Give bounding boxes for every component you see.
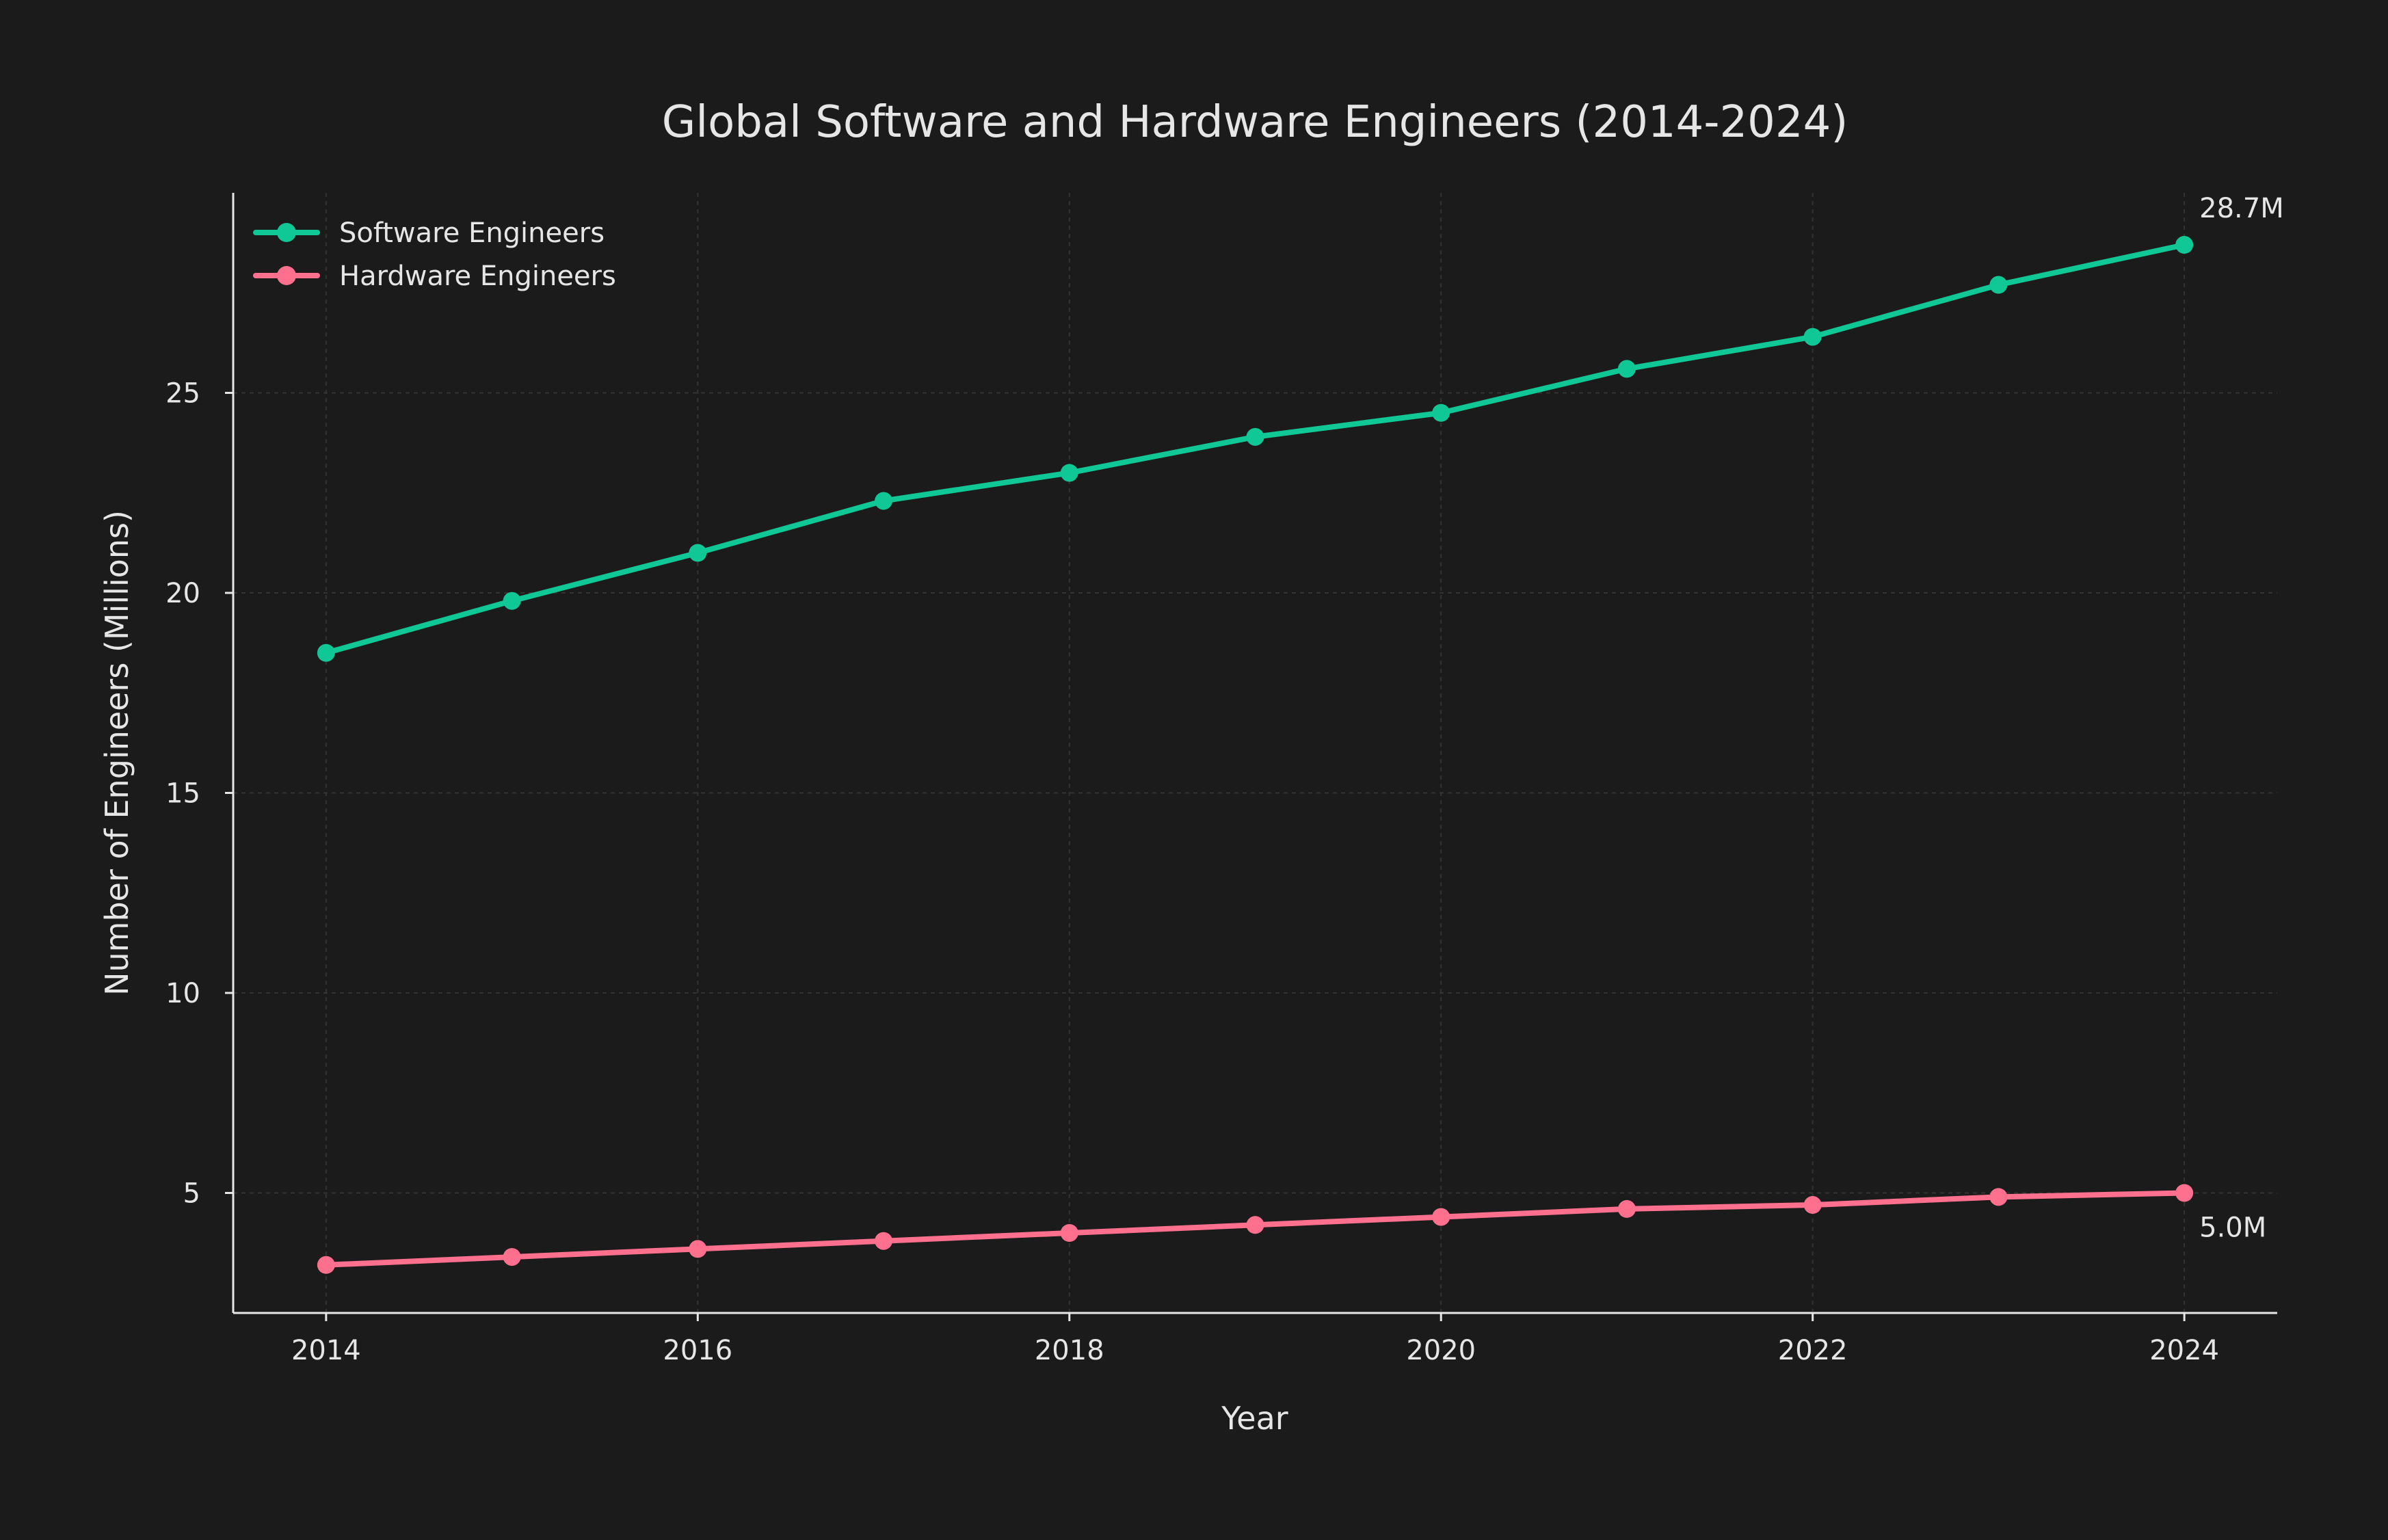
data-point-hardware-engineers xyxy=(317,1256,335,1274)
data-point-hardware-engineers xyxy=(1432,1208,1450,1226)
data-point-hardware-engineers xyxy=(1617,1199,1636,1218)
x-tick-label: 2018 xyxy=(1035,1335,1104,1366)
x-tick-label: 2016 xyxy=(663,1335,732,1366)
x-tick-label: 2020 xyxy=(1406,1335,1476,1366)
grid-layer xyxy=(233,193,2277,1313)
data-point-software-engineers xyxy=(503,592,521,610)
x-tick-label: 2024 xyxy=(2149,1335,2219,1366)
data-point-hardware-engineers xyxy=(1989,1188,2008,1206)
data-point-software-engineers xyxy=(689,544,707,562)
legend-marker-hardware xyxy=(277,266,296,285)
y-tick-label: 25 xyxy=(165,378,200,410)
data-point-software-engineers xyxy=(2175,236,2194,254)
data-point-software-engineers xyxy=(1803,328,1822,346)
data-point-software-engineers xyxy=(1989,276,2008,294)
data-point-software-engineers xyxy=(875,492,893,510)
x-tick-label: 2014 xyxy=(291,1335,361,1366)
data-point-hardware-engineers xyxy=(875,1232,893,1250)
legend-marker-software xyxy=(277,223,296,242)
tick-layer: 2014 2016 2018 2020 2022 2024 5 10 15 20 25 xyxy=(165,378,2219,1367)
x-axis-label: Year xyxy=(1221,1400,1288,1437)
chart-title: Global Software and Hardware Engineers (… xyxy=(662,97,1848,148)
data-point-software-engineers xyxy=(1060,464,1078,482)
data-point-hardware-engineers xyxy=(1060,1224,1078,1242)
y-tick-label: 20 xyxy=(165,578,200,609)
y-tick-label: 10 xyxy=(165,978,200,1009)
data-point-software-engineers xyxy=(1432,403,1450,422)
legend-label-hardware: Hardware Engineers xyxy=(339,261,616,292)
y-axis-label: Number of Engineers (Millions) xyxy=(98,510,135,996)
data-point-hardware-engineers xyxy=(1803,1196,1822,1214)
end-value-annotation: 5.0M xyxy=(2199,1212,2266,1244)
y-tick-label: 15 xyxy=(165,778,200,810)
data-point-software-engineers xyxy=(317,643,335,662)
data-point-hardware-engineers xyxy=(503,1248,521,1266)
data-point-hardware-engineers xyxy=(1246,1216,1264,1234)
legend-label-software: Software Engineers xyxy=(339,217,605,249)
data-point-software-engineers xyxy=(1617,360,1636,378)
legend: Software Engineers Hardware Engineers xyxy=(253,217,616,292)
data-point-software-engineers xyxy=(1246,427,1264,446)
end-value-annotation: 28.7M xyxy=(2199,193,2284,224)
annotation-layer: 28.7M 5.0M xyxy=(2199,193,2284,1243)
y-tick-label: 5 xyxy=(183,1178,200,1210)
data-point-hardware-engineers xyxy=(2175,1184,2194,1202)
x-tick-label: 2022 xyxy=(1778,1335,1848,1366)
data-point-hardware-engineers xyxy=(689,1240,707,1258)
series-layer xyxy=(317,236,2194,1274)
